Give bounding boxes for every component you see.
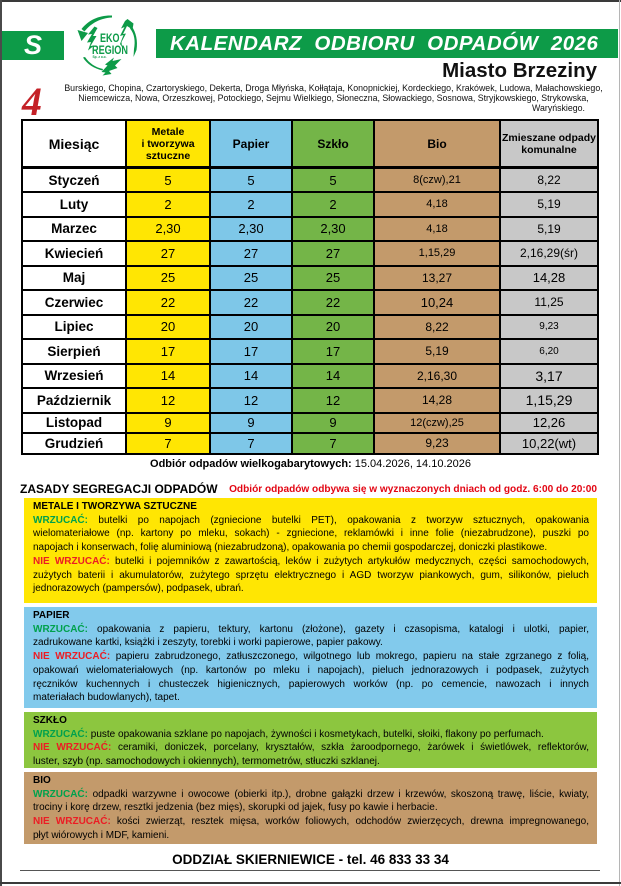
svg-text:Sp. z o.o.: Sp. z o.o. [93,55,107,59]
svg-text:EKO: EKO [100,33,120,45]
svg-text:REGION: REGION [92,45,128,57]
